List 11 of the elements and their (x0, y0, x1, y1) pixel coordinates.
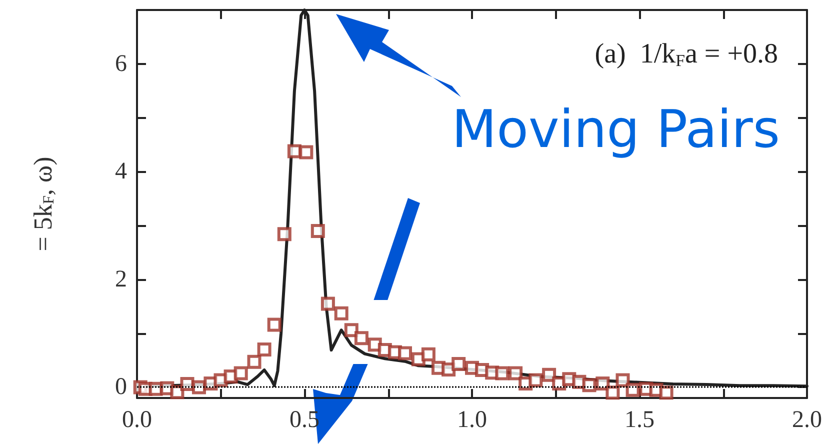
x-tick-label: 2.0 (792, 407, 822, 433)
x-tick-label: 1.0 (457, 407, 487, 433)
y-tick-label: 2 (115, 266, 127, 292)
y-tick-label: 0 (115, 374, 127, 400)
y-tick-label: 4 (115, 158, 127, 185)
annotation: Moving Pairs (452, 100, 780, 160)
annotation: (a) 1/kFa = +0.8 (594, 38, 778, 70)
y-tick-label: 6 (115, 50, 127, 77)
x-tick-label: 1.5 (624, 407, 654, 433)
y-axis-title: = 5kF, ω) (28, 156, 58, 252)
x-tick-label: 0.0 (122, 407, 152, 433)
